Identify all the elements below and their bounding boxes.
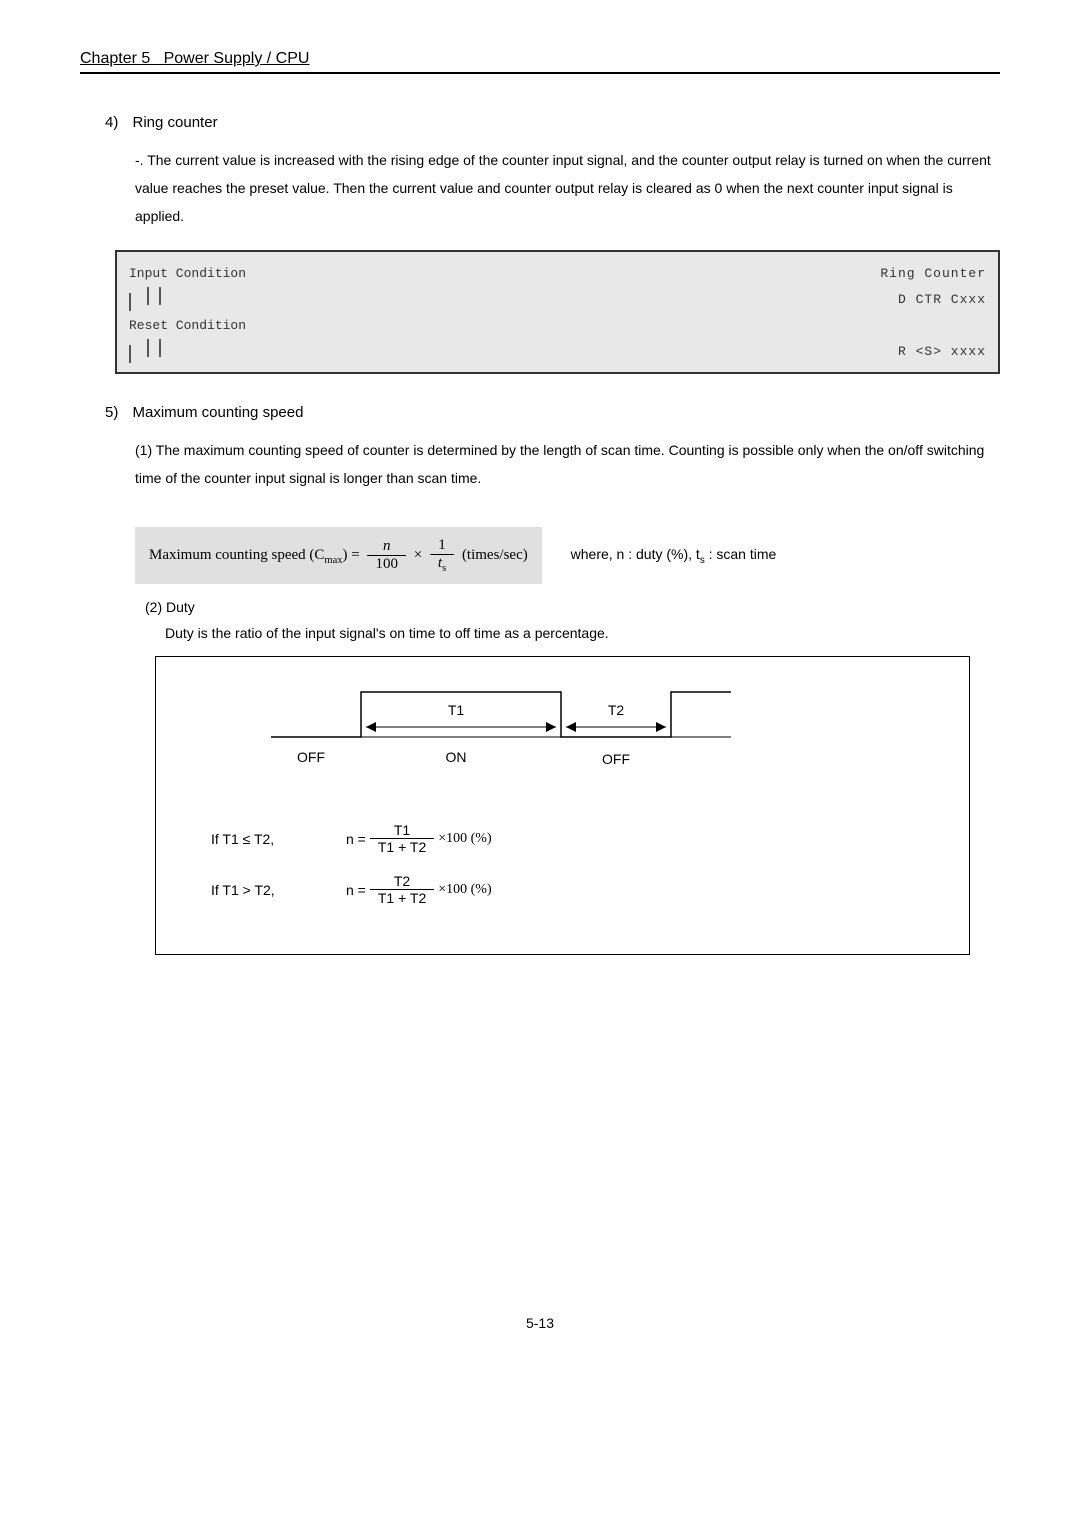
duty-formula-1: If T1 ≤ T2, n = T1 T1 + T2 ×100 (%): [211, 822, 924, 855]
item1-num: (1): [135, 442, 152, 458]
formula-units: (times/sec): [462, 547, 528, 563]
item1-body: The maximum counting speed of counter is…: [135, 442, 984, 486]
formula-paren: ) =: [342, 547, 363, 563]
section-4-name: Ring counter: [133, 114, 218, 131]
ladder-diagram: Input Condition Ring Counter D CTR Cxxx …: [115, 250, 1000, 374]
frac-t2-num: T2: [370, 873, 434, 890]
frac-t2-den: T1 + T2: [370, 890, 434, 906]
ladder-input-label: Input Condition: [129, 266, 246, 281]
ladder-contact-1: [139, 287, 169, 305]
mult-sign: ×: [414, 547, 426, 563]
frac-ts: ts: [430, 555, 454, 574]
ladder-ctr-text: D CTR Cxxx: [898, 292, 986, 307]
eq-lhs-2: n =: [346, 882, 366, 898]
frac-n-100: n 100: [367, 538, 406, 573]
chapter-header: Chapter 5 Power Supply / CPU: [80, 50, 1000, 74]
note-suffix: : scan time: [705, 546, 777, 562]
t1-label: T1: [448, 702, 465, 718]
section-4-num: 4): [105, 114, 118, 131]
ladder-ring-title: Ring Counter: [880, 266, 986, 281]
formula-row: Maximum counting speed (Cmax) = n 100 × …: [105, 512, 1000, 599]
frac-t1: T1 T1 + T2: [370, 822, 434, 855]
section-5-name: Maximum counting speed: [133, 404, 304, 421]
t2-label: T2: [608, 702, 625, 718]
duty-diagram: T1 T2 OFF ON OFF If T1 ≤ T2, n = T1 T1 +…: [155, 656, 970, 955]
on-label: ON: [446, 749, 467, 765]
frac-t1-num: T1: [370, 822, 434, 839]
section-5-title: 5) Maximum counting speed: [105, 404, 1000, 421]
section-5-item2: (2) Duty Duty is the ratio of the input …: [145, 599, 1000, 641]
frac-t2: T2 T1 + T2: [370, 873, 434, 906]
section-max-speed: 5) Maximum counting speed (1) The maximu…: [105, 404, 1000, 955]
ladder-reset-label: Reset Condition: [129, 318, 246, 333]
ladder-row-2b: R <S> xxxx: [129, 338, 986, 364]
frac-1-ts: 1 ts: [430, 537, 454, 574]
waveform: T1 T2 OFF ON OFF: [201, 682, 924, 802]
chapter-num: Chapter 5: [80, 50, 150, 67]
ladder-contact-2: [139, 339, 169, 357]
off1-label: OFF: [297, 749, 325, 765]
frac-n: n: [367, 538, 406, 556]
frac-100: 100: [367, 556, 406, 573]
item2-num: (2): [145, 599, 162, 615]
n-var: n: [383, 538, 391, 554]
off2-label: OFF: [602, 751, 630, 767]
section-4-body: -. The current value is increased with t…: [135, 146, 1000, 230]
formula-max-sub: max: [324, 555, 342, 566]
frac-t1-den: T1 + T2: [370, 839, 434, 855]
duty-formula-2: If T1 > T2, n = T2 T1 + T2 ×100 (%): [211, 873, 924, 906]
ladder-rail: [129, 345, 131, 363]
waveform-svg: T1 T2 OFF ON OFF: [201, 682, 761, 802]
formula-label: Maximum counting speed (C: [149, 547, 324, 563]
cond1: If T1 ≤ T2,: [211, 831, 321, 847]
ladder-row-2: Reset Condition: [129, 312, 986, 338]
item2-title: Duty: [166, 599, 195, 615]
cond2: If T1 > T2,: [211, 882, 321, 898]
eq-lhs-1: n =: [346, 831, 366, 847]
ladder-rail: [129, 293, 131, 311]
page-number: 5-13: [80, 1315, 1000, 1331]
formula-note: where, n : duty (%), ts : scan time: [571, 546, 777, 566]
section-4-title: 4) Ring counter: [105, 114, 1000, 131]
note-prefix: where, n : duty (%), t: [571, 546, 700, 562]
ladder-row-1: Input Condition Ring Counter: [129, 260, 986, 286]
formula-box: Maximum counting speed (Cmax) = n 100 × …: [135, 527, 542, 584]
section-5-item1: (1) The maximum counting speed of counte…: [135, 436, 1000, 492]
chapter-title: Power Supply / CPU: [164, 50, 310, 67]
section-ring-counter: 4) Ring counter -. The current value is …: [105, 114, 1000, 374]
eq-suffix-1: ×100 (%): [438, 831, 491, 847]
section-5-num: 5): [105, 404, 118, 421]
item2-body: Duty is the ratio of the input signal's …: [165, 625, 1000, 641]
eq-suffix-2: ×100 (%): [438, 882, 491, 898]
ladder-reset-text: R <S> xxxx: [898, 344, 986, 359]
ladder-row-1b: D CTR Cxxx: [129, 286, 986, 312]
s-sub: s: [442, 563, 446, 574]
frac-1: 1: [430, 537, 454, 555]
